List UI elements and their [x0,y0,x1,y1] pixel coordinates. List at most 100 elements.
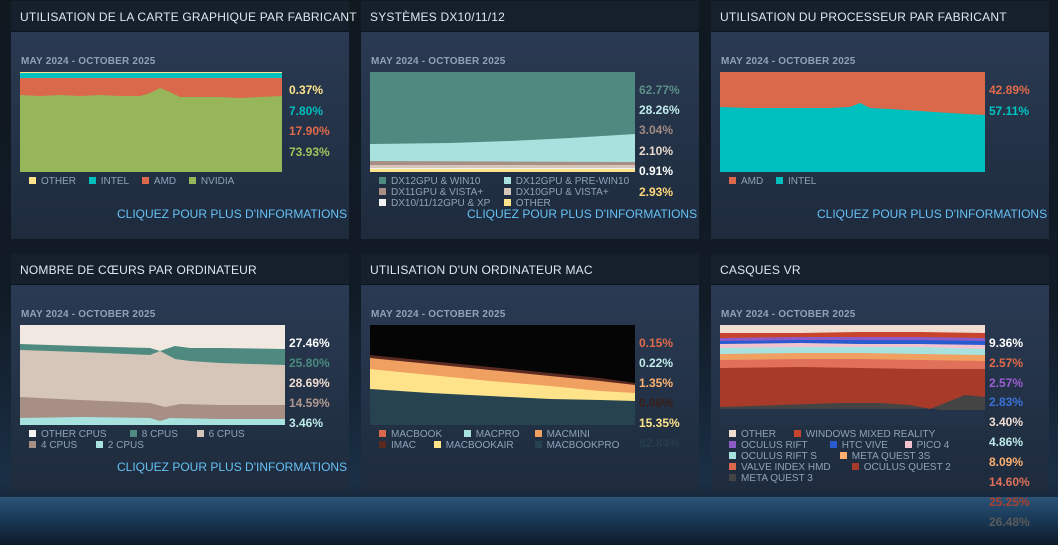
panel-dx-systems: SYSTÈMES DX10/11/12 MAY 2024 - OCTOBER 2… [361,1,699,239]
legend-label: WINDOWS MIXED REALITY [805,429,936,440]
more-info-link[interactable]: CLIQUEZ POUR PLUS D'INFORMATIONS [817,207,1048,221]
legend-swatch [29,177,36,184]
panel-mac-usage: UTILISATION D'UN ORDINATEUR MAC MAY 2024… [361,254,699,492]
legend-swatch [729,474,736,481]
legend-item: 6 CPUS [196,429,245,440]
legend-item: NVIDIA [188,176,234,187]
value-label: 2.83% [989,395,1024,409]
legend-swatch [141,177,149,184]
legend-label: META QUEST 3 [741,473,813,484]
legend-item: OCULUS RIFT S [729,451,827,462]
legend-label: DX12GPU & WIN10 [391,176,481,187]
legend-item: OCULUS QUEST 2 [851,462,951,473]
legend-label: AMD [741,176,764,187]
legend-swatch [379,430,386,437]
legend-swatch [851,463,859,470]
legend-item: 4 CPUS [29,440,83,451]
legend-label: OTHER [515,198,551,209]
panel-title: NOMBRE DE CŒURS PAR ORDINATEUR [20,263,257,277]
legend-swatch [776,177,784,184]
legend-item: DX12GPU & PRE-WIN10 [503,176,629,187]
legend-label: INTEL [788,176,817,187]
series-other [720,325,985,333]
legend-item: MACBOOKAIR [433,440,522,451]
more-info-link[interactable]: CLIQUEZ POUR PLUS D'INFORMATIONS [117,460,348,474]
legend-item: OTHER [729,429,781,440]
chart-legend: OTHER INTEL AMD NVIDIA [29,176,289,187]
legend-label: DX10GPU & VISTA+ [515,187,609,198]
legend-label: OTHER [41,176,76,187]
legend-label: OCULUS QUEST 2 [863,462,951,473]
chart-legend: OTHER WINDOWS MIXED REALITY OCULUS RIFT … [729,429,989,484]
legend-item: 2 CPUS [95,440,144,451]
legend-item: AMD [141,176,176,187]
legend-label: DX11GPU & VISTA+ [391,187,484,198]
value-label: 73.93% [289,145,330,159]
legend-label: DX10/11/12GPU & XP [391,198,491,209]
value-label: 25.80% [289,356,330,370]
period-label: MAY 2024 - OCTOBER 2025 [721,56,856,67]
value-label: 27.46% [289,336,330,350]
legend-item: DX12GPU & WIN10 [379,176,491,187]
panel-header: UTILISATION DU PROCESSEUR PAR FABRICANT [711,1,1049,32]
period-label: MAY 2024 - OCTOBER 2025 [721,309,856,320]
panel-body: MAY 2024 - OCTOBER 2025 0.15% 0.22% 1.35… [361,285,699,492]
legend-swatch [29,441,36,448]
legend-swatch [503,177,511,184]
more-info-link[interactable]: CLIQUEZ POUR PLUS D'INFORMATIONS [467,207,698,221]
legend-swatch [729,430,736,437]
legend-label: MACBOOKAIR [445,440,514,451]
value-label: 28.69% [289,376,330,390]
legend-swatch [88,177,96,184]
panel-body: MAY 2024 - OCTOBER 2025 0.37% 7.80% 17.9… [11,32,349,239]
legend-swatch [729,177,736,184]
legend-label: HTC VIVE [841,440,888,451]
legend-item: 8 CPUS [129,429,184,440]
legend-item: OCULUS RIFT [729,440,817,451]
legend-item: INTEL [776,176,816,187]
legend-label: PICO 4 [916,440,950,451]
chart-legend: OTHER CPUS 8 CPUS 6 CPUS 4 CPUS 2 CPUS [29,429,279,451]
area-chart [20,325,285,425]
series-other [20,72,282,73]
legend-item: DX10GPU & VISTA+ [503,187,609,198]
value-label: 28.26% [639,103,680,117]
period-label: MAY 2024 - OCTOBER 2025 [21,56,156,67]
legend-item: MACMINI [534,429,590,440]
panel-cpu-cores: NOMBRE DE CŒURS PAR ORDINATEUR MAY 2024 … [11,254,349,492]
value-label: 2.57% [989,376,1024,390]
area-chart [370,325,635,425]
panel-gpu-vendor: UTILISATION DE LA CARTE GRAPHIQUE PAR FA… [11,1,357,239]
legend-swatch [829,441,837,448]
value-label: 15.35% [639,416,680,430]
value-label: 0.91% [639,164,674,178]
legend-label: MACBOOK [391,429,443,440]
series-other-cpus [20,325,285,351]
legend-swatch [29,430,36,437]
value-label: 62.77% [639,83,680,97]
legend-label: 2 CPUS [107,440,144,451]
legend-item: META QUEST 3 [729,473,813,484]
legend-label: INTEL [100,176,130,187]
more-info-link[interactable]: CLIQUEZ POUR PLUS D'INFORMATIONS [117,207,348,221]
legend-item: WINDOWS MIXED REALITY [793,429,936,440]
legend-item: OTHER [29,176,76,187]
series-intel [720,103,985,172]
value-label: 1.35% [639,376,674,390]
value-label: 57.11% [989,104,1030,118]
value-label: 7.80% [289,104,324,118]
value-label: 3.40% [989,415,1024,429]
panel-body: MAY 2024 - OCTOBER 2025 9.36% 2.57% 2.57… [711,285,1049,529]
period-label: MAY 2024 - OCTOBER 2025 [21,309,156,320]
legend-swatch [196,430,204,437]
legend-swatch [534,441,542,448]
legend-swatch [379,441,386,448]
panel-title: UTILISATION DE LA CARTE GRAPHIQUE PAR FA… [20,10,357,24]
value-label: 2.10% [639,144,674,158]
legend-swatch [433,441,441,448]
legend-item: DX10/11/12GPU & XP [379,198,491,209]
panel-body: MAY 2024 - OCTOBER 2025 27.46% 25.80% 28… [11,285,349,492]
value-label: 9.36% [989,336,1024,350]
area-chart [20,72,282,172]
value-label: 82.84% [639,436,680,450]
